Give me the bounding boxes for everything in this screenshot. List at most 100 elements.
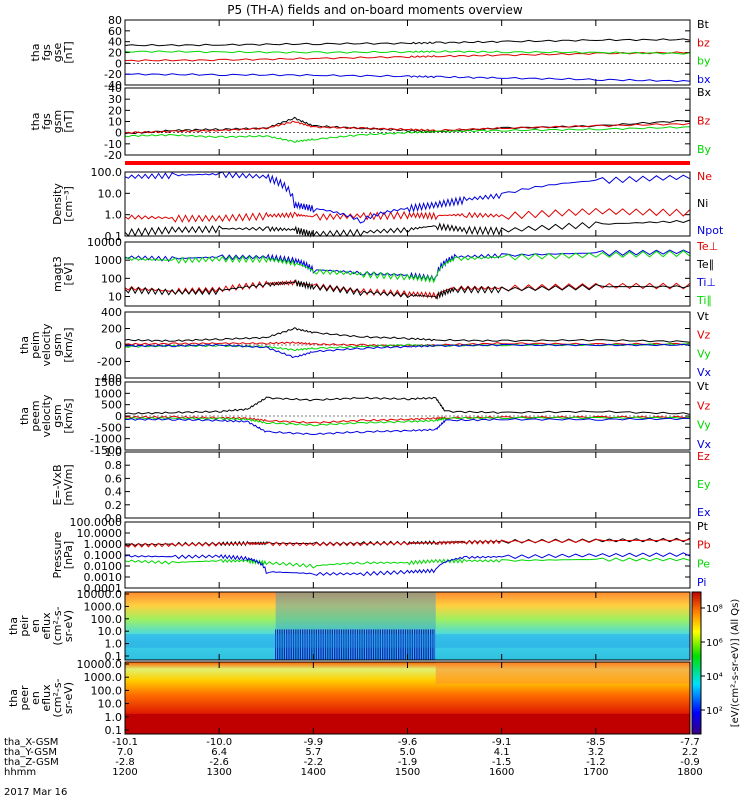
spectrogram-low-energy-band bbox=[125, 713, 690, 734]
y-tick-label: 100.0 bbox=[91, 684, 123, 697]
legend-Vy: Vy bbox=[697, 419, 711, 432]
y-axis-label: [km/s] bbox=[62, 327, 75, 362]
x-column-value: -2.8 bbox=[115, 757, 135, 768]
quality-flag-bar bbox=[125, 161, 690, 165]
y-tick-label: 10000 bbox=[87, 236, 122, 249]
y-axis-label: gsm bbox=[51, 333, 64, 356]
y-axis-label: [nT] bbox=[62, 110, 75, 132]
y-tick-label: 1000.0 bbox=[84, 671, 123, 684]
y-axis-label: Pressure bbox=[51, 531, 64, 578]
colorbar-tick-label: 10² bbox=[706, 706, 723, 717]
legend-Ne: Ne bbox=[697, 170, 712, 183]
y-tick-label: 0.6 bbox=[105, 472, 123, 485]
y-tick-label: 60 bbox=[108, 25, 122, 38]
y-tick-label: 10000.0 bbox=[77, 658, 123, 671]
date-label: 2017 Mar 16 bbox=[4, 787, 67, 798]
y-tick-label: 0 bbox=[115, 339, 122, 352]
series-Vt bbox=[124, 396, 691, 415]
panel-frame bbox=[124, 451, 691, 519]
y-axis-label: tha bbox=[18, 407, 31, 425]
spectrogram-band bbox=[125, 634, 690, 648]
y-tick-label: 0.4 bbox=[105, 486, 123, 499]
y-tick-label: 0.1000 bbox=[84, 549, 123, 562]
series-Npot bbox=[124, 171, 691, 224]
y-tick-label: 0.2 bbox=[105, 499, 123, 512]
legend-Ti∥: Ti∥ bbox=[696, 294, 712, 307]
y-axis-label: peem bbox=[29, 400, 42, 431]
legend-Vx: Vx bbox=[697, 438, 712, 451]
y-tick-label: 0 bbox=[115, 410, 122, 423]
y-axis-label: sr-eV) bbox=[62, 682, 75, 714]
y-tick-label: 1000.0 bbox=[84, 600, 123, 613]
y-axis-label: fgs bbox=[40, 44, 53, 61]
series-Ti∥ bbox=[124, 250, 691, 284]
y-tick-label: 30 bbox=[108, 93, 122, 106]
y-axis-label: (cm²-s- bbox=[51, 606, 64, 645]
y-axis-label: gse bbox=[51, 43, 64, 63]
series-Pb bbox=[124, 538, 691, 548]
x-column-value: -2.2 bbox=[304, 757, 324, 768]
series-bz bbox=[124, 51, 691, 62]
legend-Bt: Bt bbox=[697, 18, 710, 31]
series-Bt bbox=[124, 38, 691, 47]
x-column-value: -2.6 bbox=[209, 757, 229, 768]
series-Vz bbox=[124, 341, 691, 347]
y-axis-label: peer bbox=[18, 685, 31, 711]
series-Vx bbox=[124, 343, 691, 359]
x-column-value: 3.2 bbox=[588, 747, 604, 758]
y-axis-label: fgs bbox=[40, 113, 53, 130]
legend-Bz: Bz bbox=[697, 115, 711, 128]
y-tick-label: 10 bbox=[108, 116, 122, 129]
y-axis-label: tha bbox=[29, 43, 42, 61]
y-tick-label: 1500 bbox=[94, 376, 122, 389]
x-axis-labels: tha_X-GSMtha_Y-GSMtha_Z-GSMhhmm-10.17.0-… bbox=[4, 737, 703, 778]
y-tick-label: 10.0 bbox=[98, 187, 123, 200]
legend-Ey: Ey bbox=[697, 478, 711, 491]
legend-Pb: Pb bbox=[697, 539, 711, 552]
panel-e_field: 0.00.20.40.60.81.0 E=-VxB[mV/m] Ez Ey Ex bbox=[51, 446, 711, 525]
y-axis-label: peim bbox=[29, 331, 42, 359]
x-column-value: 7.0 bbox=[117, 747, 133, 758]
legend-bx: bx bbox=[697, 73, 711, 86]
y-axis-label: sr-eV) bbox=[62, 610, 75, 642]
y-tick-label: 80 bbox=[108, 14, 122, 27]
y-tick-label: 10.0000 bbox=[77, 527, 123, 540]
x-column-value: -9.1 bbox=[492, 737, 512, 748]
plot-title: P5 (TH-A) fields and on-board moments ov… bbox=[227, 3, 523, 17]
y-tick-label: 20 bbox=[108, 104, 122, 117]
legend-Pi: Pi bbox=[697, 576, 706, 589]
x-column-value: -1.9 bbox=[398, 757, 418, 768]
legend-Vx: Vx bbox=[697, 366, 712, 379]
y-axis-label: tha bbox=[29, 112, 42, 130]
x-column-value: 1800 bbox=[677, 767, 702, 778]
y-tick-label: 100.0000 bbox=[70, 516, 123, 529]
y-tick-label: 10000.0 bbox=[77, 588, 123, 601]
y-tick-label: 40 bbox=[108, 82, 122, 95]
y-tick-label: -40 bbox=[104, 79, 122, 92]
y-tick-label: 0.0001 bbox=[84, 582, 123, 595]
y-axis-label: en bbox=[29, 619, 42, 633]
y-tick-label: 1.0 bbox=[105, 446, 123, 459]
legend-Vt: Vt bbox=[697, 310, 710, 323]
series-Ti⊥ bbox=[124, 249, 691, 282]
y-tick-label: 100 bbox=[101, 272, 122, 285]
y-tick-label: 1.0 bbox=[105, 638, 123, 651]
y-axis-label: tha bbox=[7, 617, 20, 635]
y-tick-label: 0 bbox=[115, 57, 122, 70]
legend-Bx: Bx bbox=[697, 86, 712, 99]
y-tick-label: 40 bbox=[108, 36, 122, 49]
series-Vx bbox=[124, 417, 691, 436]
y-axis-label: en bbox=[29, 691, 42, 705]
y-axis-label: [nPa] bbox=[62, 541, 75, 569]
y-axis-label: [mV/m] bbox=[62, 464, 75, 505]
y-tick-label: 0.1 bbox=[105, 724, 123, 737]
y-tick-label: -400 bbox=[97, 372, 122, 385]
y-axis-label: [nT] bbox=[62, 41, 75, 63]
